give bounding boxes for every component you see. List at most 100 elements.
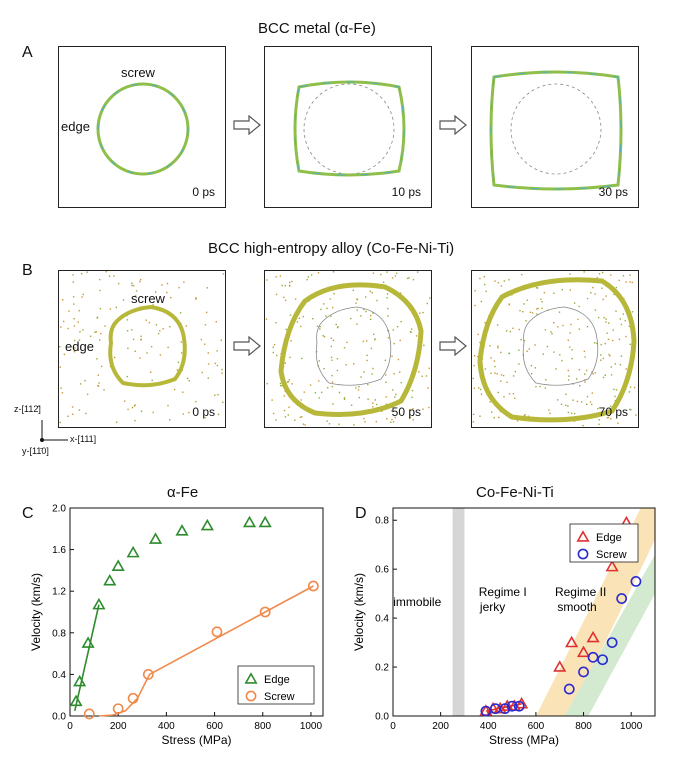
- data-point-screw: [480, 705, 492, 717]
- data-point-edge: [200, 518, 214, 531]
- immobile-band: [452, 508, 465, 716]
- y-tick-label: 1.2: [52, 587, 66, 598]
- axis-z-label: z-[112̄]: [14, 404, 41, 414]
- data-point-screw: [127, 692, 139, 704]
- x-tick-label: 200: [432, 721, 449, 732]
- arrow-right-icon: [439, 336, 467, 356]
- data-point-screw: [112, 703, 124, 715]
- axis-y-label: y-[11̄0]: [22, 446, 49, 456]
- annotation-regime2-sub: smooth: [557, 600, 596, 614]
- y-tick-label: 0.2: [375, 663, 389, 674]
- data-point-screw: [211, 626, 223, 638]
- axis-x-label: x-[111]: [70, 434, 97, 444]
- dislocation-loop-a1: [96, 82, 190, 176]
- legend-box: [237, 665, 315, 705]
- plot-frame: [69, 507, 324, 717]
- x-tick-label: 1000: [300, 721, 323, 732]
- dislocation-loop-b2: [265, 271, 431, 426]
- x-tick-label: 200: [110, 721, 127, 732]
- data-point-screw: [513, 700, 525, 712]
- row-a-title: BCC metal (α-Fe): [258, 20, 376, 37]
- annotation-immobile: immobile: [393, 595, 441, 609]
- arrow-right-icon: [439, 115, 467, 135]
- fit-line-screw: [98, 585, 314, 717]
- x-tick-label: 800: [254, 721, 271, 732]
- y-tick-label: 0.6: [375, 565, 389, 576]
- chart-d-title: Co-Fe-Ni-Ti: [476, 484, 554, 501]
- x-tick-label: 400: [158, 721, 175, 732]
- data-point-edge: [565, 635, 579, 648]
- frame-a1: screw edge 0 ps: [58, 46, 226, 208]
- dislocation-loop-b1: [59, 271, 225, 424]
- legend-label-edge: Edge: [596, 532, 622, 544]
- y-axis-label: Velocity (km/s): [352, 573, 366, 651]
- y-tick-label: 0.4: [52, 670, 66, 681]
- panel-c-letter: C: [22, 505, 34, 522]
- data-point-edge: [500, 699, 514, 711]
- data-point-edge: [258, 515, 272, 528]
- data-point-screw: [587, 651, 599, 663]
- data-point-screw: [597, 654, 608, 666]
- chart-c-title: α-Fe: [167, 484, 199, 501]
- data-point-edge: [148, 532, 163, 544]
- frame-b1: screw edge 0 ps: [58, 270, 226, 428]
- data-point-screw: [307, 580, 319, 592]
- legend-marker-edge: [244, 672, 258, 684]
- data-point-edge: [515, 696, 529, 709]
- dislocation-loop-a2: [293, 80, 406, 177]
- data-point-edge: [553, 660, 567, 672]
- data-point-screw: [506, 700, 518, 712]
- data-point-edge: [111, 559, 125, 571]
- y-tick-label: 1.6: [52, 545, 66, 556]
- data-point-screw: [142, 668, 154, 680]
- data-point-edge: [103, 573, 117, 586]
- data-point-edge: [242, 515, 257, 528]
- data-point-screw: [606, 637, 618, 648]
- data-point-edge: [605, 559, 619, 572]
- time-label-a1: 0 ps: [192, 185, 215, 199]
- data-point-screw: [499, 703, 511, 715]
- time-label-b2: 50 ps: [391, 405, 421, 419]
- frame-a2: 10 ps: [264, 46, 432, 208]
- screw-label-b: screw: [131, 291, 165, 306]
- panel-a-letter: A: [22, 44, 33, 61]
- legend-marker-screw: [245, 690, 257, 702]
- data-point-edge: [92, 597, 106, 610]
- x-tick-label: 600: [206, 721, 223, 732]
- data-point-edge: [175, 524, 189, 536]
- data-point-screw: [563, 683, 575, 695]
- x-tick-label: 0: [390, 721, 396, 732]
- x-tick-label: 600: [528, 721, 545, 732]
- legend-label-edge: Edge: [264, 674, 290, 686]
- annotation-regime1: Regime I: [479, 585, 527, 599]
- data-point-screw: [83, 708, 95, 720]
- time-label-b3: 70 ps: [598, 405, 628, 419]
- legend-box: [569, 523, 639, 563]
- annotation-regime2: Regime II: [555, 585, 606, 599]
- x-axis-label: Stress (MPa): [489, 733, 559, 747]
- frame-a3: 30 ps: [471, 46, 639, 208]
- edge-label-b: edge: [65, 339, 94, 354]
- panel-d-letter: D: [355, 505, 367, 522]
- legend-marker-edge: [576, 530, 590, 542]
- data-point-edge: [69, 694, 83, 707]
- data-point-edge: [81, 636, 95, 648]
- data-point-screw: [578, 666, 589, 678]
- dislocation-loop-a3: [489, 70, 623, 191]
- y-tick-label: 0.0: [52, 712, 66, 723]
- screw-label-a: screw: [121, 65, 155, 80]
- y-tick-label: 0.8: [52, 628, 66, 639]
- annotation-regime1-sub: jerky: [479, 600, 505, 614]
- data-point-edge: [586, 630, 600, 643]
- chart-alpha-fe: 0 200 400 600 800 1000 0.0 0.4 0.8 1.2 1.6 2.0 Stres…: [29, 504, 324, 747]
- frame-b3: 70 ps: [471, 270, 639, 428]
- data-point-edge: [73, 674, 87, 687]
- dislocation-loop-b3: [472, 271, 637, 427]
- legend-label-screw: Screw: [264, 691, 295, 703]
- row-b-title: BCC high-entropy alloy (Co-Fe-Ni-Ti): [208, 240, 455, 257]
- data-point-screw: [259, 606, 271, 618]
- data-point-screw: [616, 593, 628, 604]
- data-point-edge: [576, 645, 591, 658]
- plot-frame: [392, 507, 656, 717]
- data-point-edge: [126, 545, 140, 558]
